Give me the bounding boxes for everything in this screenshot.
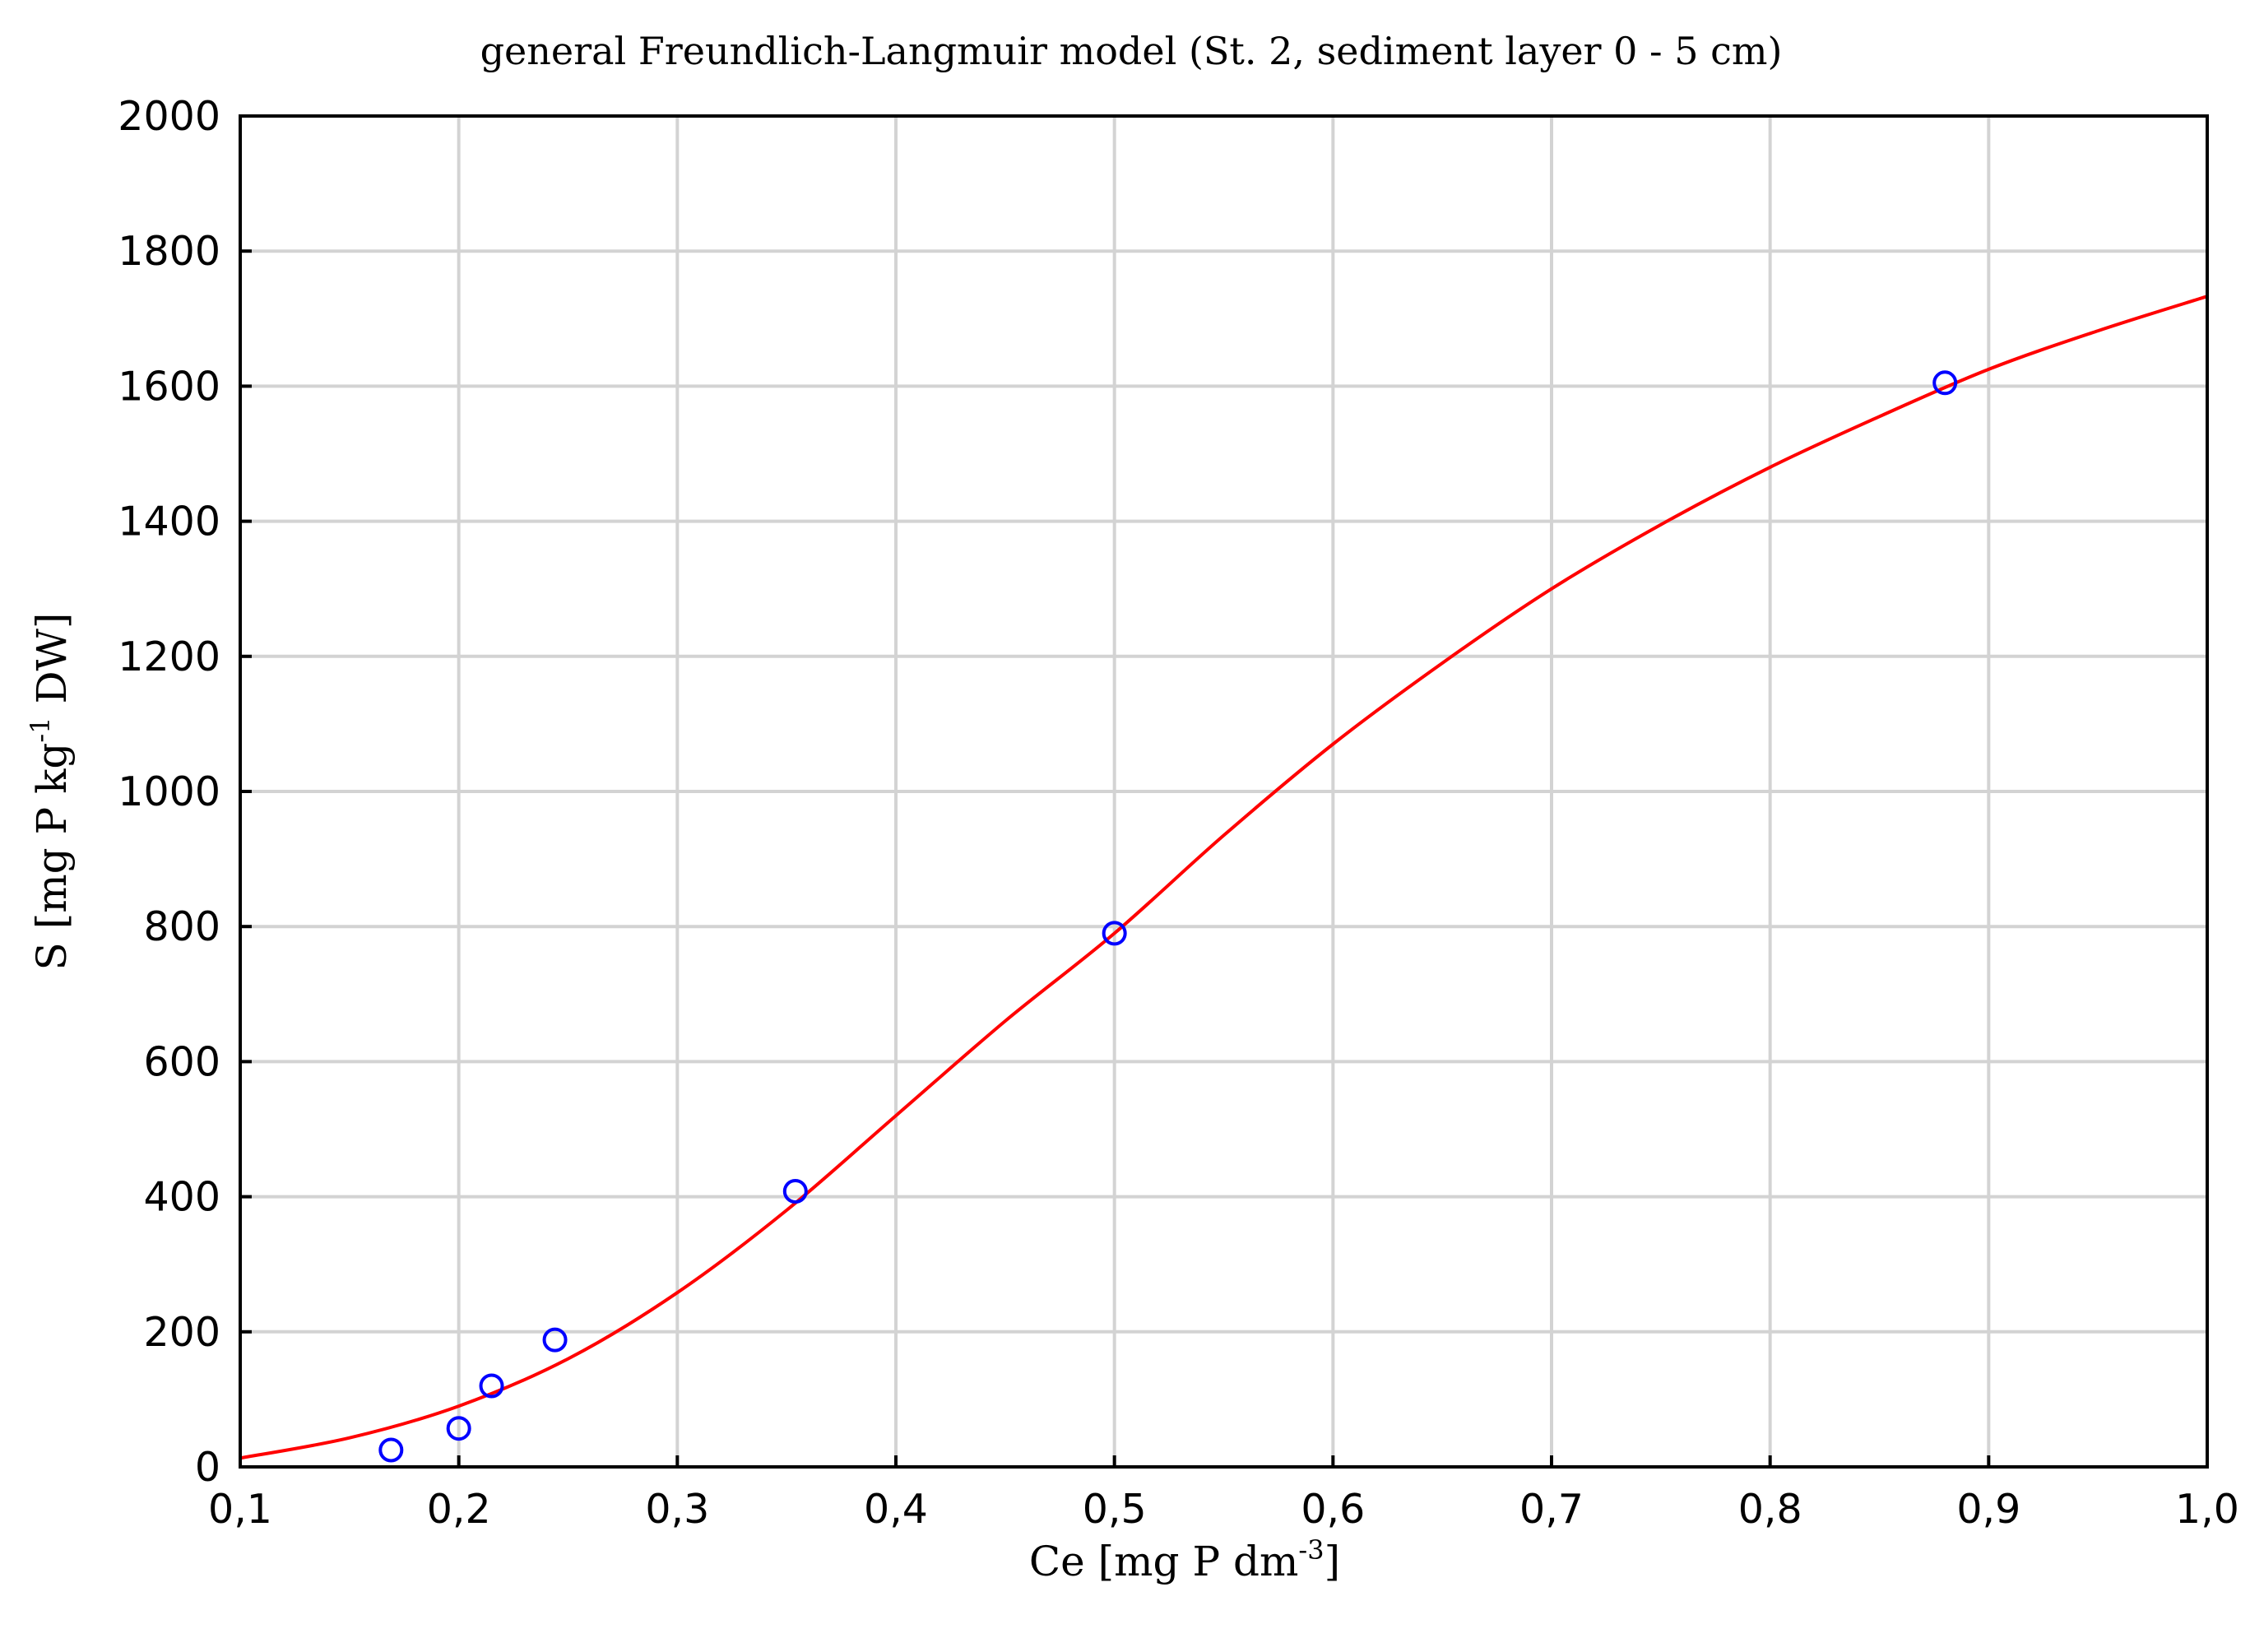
y-tick-label: 400 bbox=[143, 1174, 220, 1221]
y-tick-label: 1600 bbox=[118, 363, 220, 410]
y-tick-label: 800 bbox=[143, 903, 220, 950]
x-tick-label: 0,5 bbox=[1083, 1486, 1147, 1533]
y-tick-label: 1400 bbox=[118, 499, 220, 545]
x-axis-label: Ce [mg P dm-3] bbox=[1029, 1534, 1340, 1585]
data-point bbox=[542, 1327, 568, 1353]
x-tick-label: 0,1 bbox=[208, 1486, 272, 1533]
data-point bbox=[446, 1416, 471, 1441]
y-tick-label: 200 bbox=[143, 1309, 220, 1356]
y-tick-label: 600 bbox=[143, 1038, 220, 1085]
y-tick-label: 1800 bbox=[118, 228, 220, 275]
y-tick-label: 1200 bbox=[118, 633, 220, 680]
grid-lines bbox=[240, 116, 2207, 1467]
x-tick-label: 0,9 bbox=[1956, 1486, 2020, 1533]
fit-curve-line bbox=[239, 295, 2208, 1460]
data-point bbox=[782, 1179, 808, 1204]
y-tick-label: 2000 bbox=[118, 93, 220, 140]
x-tick-label: 0,7 bbox=[1519, 1486, 1584, 1533]
data-points bbox=[378, 370, 1958, 1463]
data-point bbox=[378, 1437, 404, 1463]
x-tick-label: 0,6 bbox=[1301, 1486, 1365, 1533]
y-tick-label: 0 bbox=[195, 1444, 220, 1491]
chart-title: general Freundlich-Langmuir model (St. 2… bbox=[480, 29, 1783, 73]
y-tick-label: 1000 bbox=[118, 768, 220, 815]
x-tick-label: 0,4 bbox=[864, 1486, 928, 1533]
data-point bbox=[1102, 921, 1127, 946]
data-point bbox=[479, 1373, 504, 1399]
x-tick-label: 0,3 bbox=[645, 1486, 709, 1533]
x-tick-label: 0,2 bbox=[427, 1486, 491, 1533]
x-tick-labels: 0,1 0,2 0,3 0,4 0,5 0,6 0,7 0,8 0,9 1,0 bbox=[208, 1486, 2239, 1533]
x-tick-label: 1,0 bbox=[2175, 1486, 2239, 1533]
y-axis-label: S [mg P kg-1 DW] bbox=[25, 613, 76, 971]
fit-curve-layer bbox=[239, 295, 2208, 1460]
y-tick-labels: 0 200 400 600 800 1000 1200 1400 1600 1800 2000 bbox=[118, 93, 220, 1491]
data-point bbox=[1932, 370, 1958, 396]
axis-ticks bbox=[239, 114, 2209, 1469]
x-tick-label: 0,8 bbox=[1738, 1486, 1802, 1533]
